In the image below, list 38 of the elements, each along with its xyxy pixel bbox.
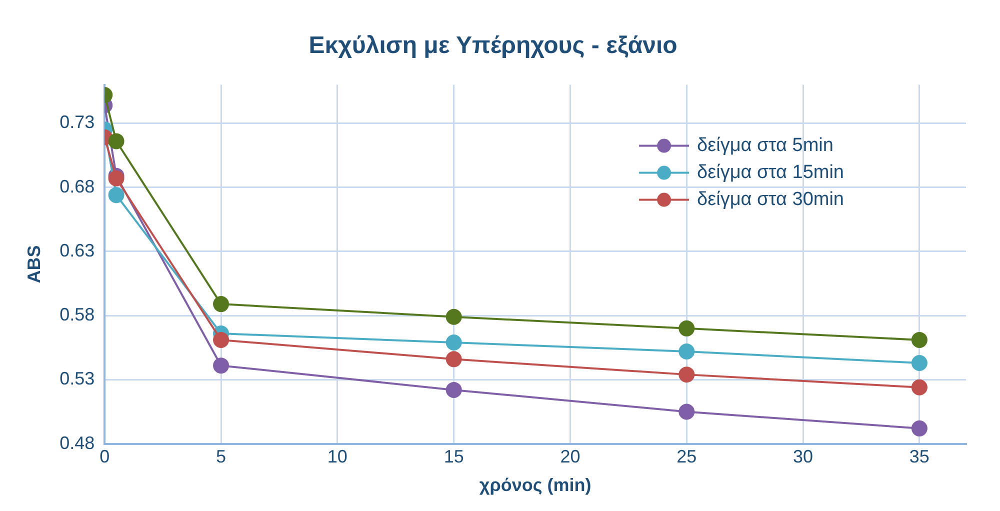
y-tick-label: 0.58	[60, 304, 95, 325]
chart-title: Εκχύλιση με Υπέρηχους - εξάνιο	[308, 32, 678, 60]
point	[446, 382, 462, 398]
point	[108, 170, 124, 186]
point	[678, 404, 695, 420]
x-tick-label: 15	[444, 446, 464, 467]
y-axis-title: ABS	[24, 245, 44, 284]
x-tick-label: 35	[909, 446, 930, 467]
point	[108, 187, 124, 204]
x-tick-label: 5	[216, 446, 226, 467]
y-tick-label: 0.68	[60, 176, 95, 196]
y-tick-label: 0.48	[60, 432, 95, 453]
point	[213, 358, 230, 374]
x-axis-title: χρόνος (min)	[479, 475, 592, 496]
point	[911, 355, 928, 372]
point	[678, 366, 695, 383]
legend-label: δείγμα στα 5min	[697, 135, 834, 156]
x-tick-label: 25	[676, 446, 697, 467]
point	[213, 296, 230, 312]
y-tick-label: 0.63	[60, 240, 95, 260]
point	[446, 351, 462, 368]
point	[678, 320, 695, 336]
legend-label: δείγμα στα 30min	[697, 189, 844, 210]
point	[108, 133, 124, 150]
x-tick-label: 30	[793, 446, 814, 467]
point	[911, 420, 928, 436]
point	[911, 332, 928, 348]
point	[446, 308, 462, 325]
point	[911, 379, 928, 396]
point	[678, 343, 695, 360]
x-tick-label: 10	[327, 446, 348, 467]
point	[446, 334, 462, 351]
y-tick-label: 0.73	[60, 112, 95, 132]
x-tick-label: 0	[100, 446, 110, 467]
x-tick-label: 20	[560, 446, 580, 467]
point	[213, 332, 230, 348]
legend-label: δείγμα στα 15min	[697, 162, 844, 184]
y-tick-label: 0.53	[60, 368, 95, 389]
